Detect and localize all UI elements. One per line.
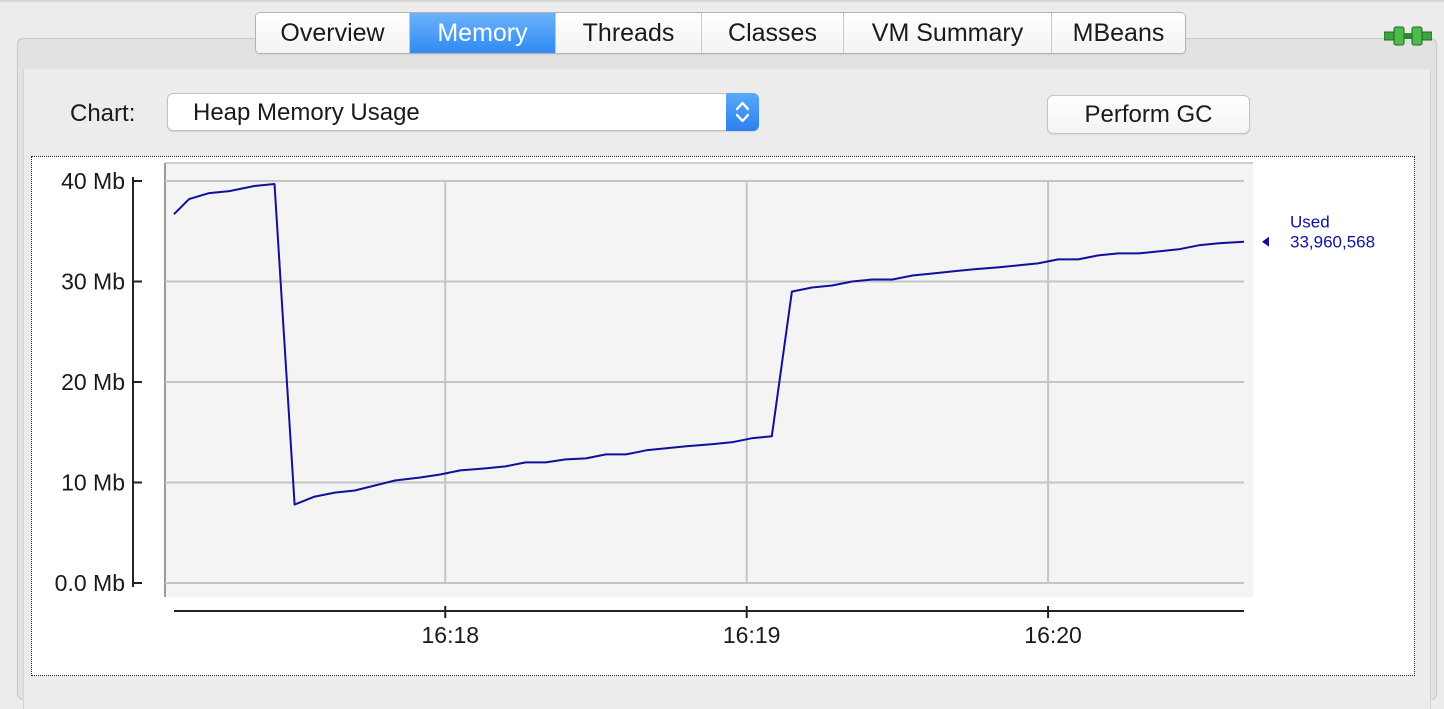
tab-threads[interactable]: Threads (556, 13, 702, 53)
y-tick-label: 10 Mb (61, 470, 125, 496)
y-tick-label: 0.0 Mb (55, 570, 125, 596)
y-tick-label: 40 Mb (61, 168, 125, 194)
chart-select[interactable]: Heap Memory Usage (167, 93, 759, 131)
y-tick-label: 20 Mb (61, 369, 125, 395)
window-top-border (0, 0, 1444, 2)
tab-vm-summary[interactable]: VM Summary (844, 13, 1052, 53)
legend-series-value: 33,960,568 (1290, 233, 1375, 252)
tab-overview[interactable]: Overview (256, 13, 410, 53)
plug-connected-icon (1383, 22, 1433, 55)
plot-area (165, 163, 1253, 597)
series-line-used (173, 183, 1245, 506)
select-arrows-icon[interactable] (726, 93, 759, 131)
chart-label: Chart: (70, 100, 136, 127)
chart-frame: 40 Mb 30 Mb 20 Mb 10 Mb 0.0 Mb 16:18 16:19 16:2… (31, 156, 1415, 676)
tab-classes[interactable]: Classes (702, 13, 844, 53)
y-tick-label: 30 Mb (61, 269, 125, 295)
legend-series-name: Used (1290, 213, 1330, 232)
tab-mbeans[interactable]: MBeans (1052, 13, 1185, 53)
heap-memory-chart: 40 Mb 30 Mb 20 Mb 10 Mb 0.0 Mb 16:18 16:19 16:2… (55, 162, 1375, 648)
x-tick-label: 16:20 (1024, 622, 1082, 648)
legend-marker-icon (1262, 236, 1269, 247)
tab-memory[interactable]: Memory (410, 13, 556, 53)
x-tick-label: 16:18 (421, 622, 479, 648)
x-tick-label: 16:19 (723, 622, 781, 648)
perform-gc-button[interactable]: Perform GC (1047, 95, 1250, 134)
chart-select-value: Heap Memory Usage (193, 99, 420, 126)
tab-bar: Overview Memory Threads Classes VM Summa… (255, 12, 1186, 54)
